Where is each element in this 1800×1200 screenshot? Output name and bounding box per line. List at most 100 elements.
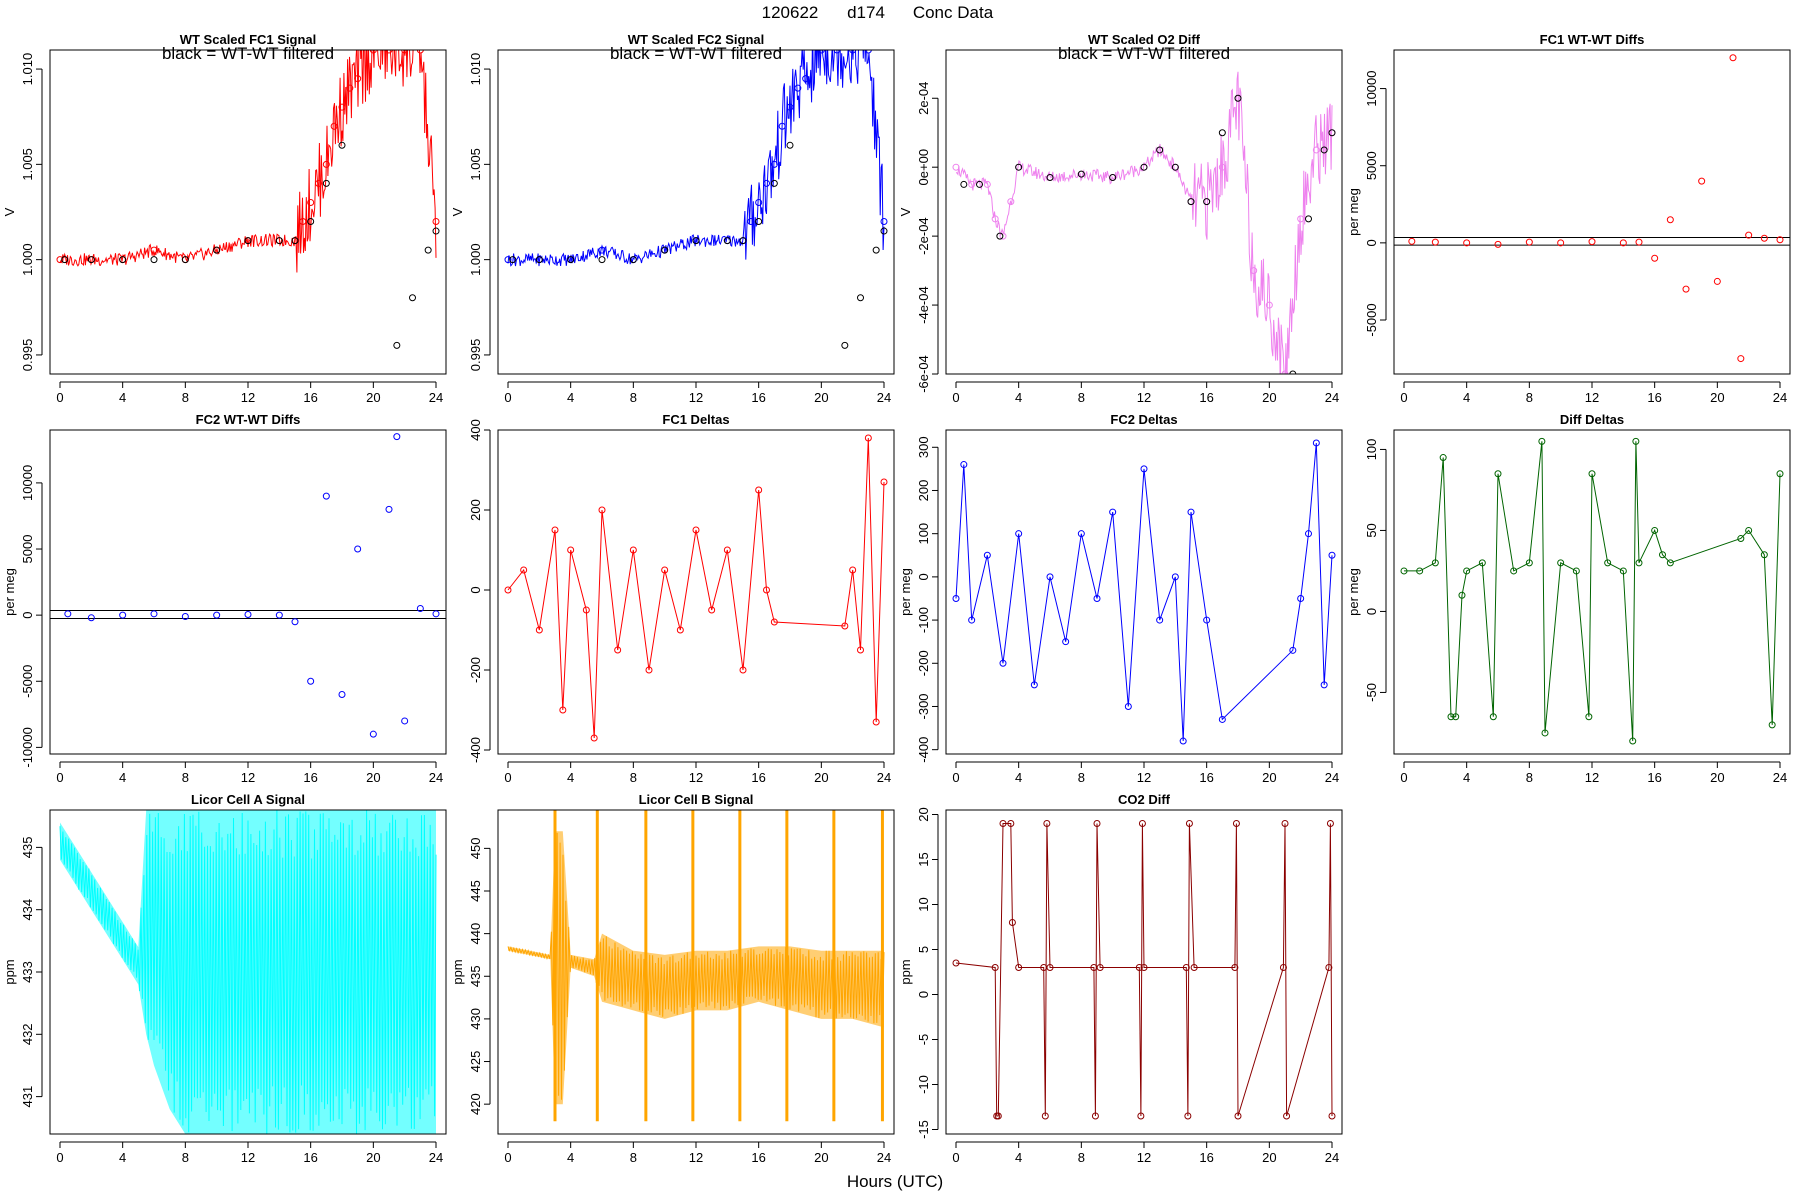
x-tick-label: 12: [689, 1150, 703, 1165]
data-point: [841, 622, 849, 630]
data-point: [1585, 713, 1593, 721]
data-point: [1250, 267, 1258, 275]
data-point: [1632, 437, 1640, 445]
x-tick-label: 16: [303, 1150, 317, 1165]
filtered-point: [322, 179, 330, 187]
data-point: [833, 50, 841, 54]
y-tick-label: 431: [20, 1086, 35, 1108]
data-point: [778, 122, 786, 130]
x-tick-label: 16: [751, 770, 765, 785]
data-point: [952, 163, 960, 171]
data-point: [794, 84, 802, 92]
x-tick-label: 20: [1710, 770, 1724, 785]
x-tick-label: 12: [241, 390, 255, 405]
y-tick-label: 0e+00: [916, 149, 931, 186]
y-tick-label: 5: [916, 946, 931, 953]
y-tick-label: 200: [468, 499, 483, 521]
y-tick-label: 425: [468, 1051, 483, 1073]
y-tick-label: 433: [20, 961, 35, 983]
data-point: [1557, 559, 1565, 567]
data-point: [849, 50, 857, 54]
y-tick-label: -300: [916, 693, 931, 719]
x-tick-label: 12: [689, 770, 703, 785]
filtered-point: [567, 256, 575, 264]
data-point: [991, 964, 999, 971]
y-tick-label: 435: [468, 965, 483, 987]
data-point: [1046, 573, 1054, 581]
filtered-point: [535, 256, 543, 264]
panel-title: WT Scaled O2 Diff: [1088, 32, 1201, 47]
y-tick-label: 435: [20, 837, 35, 859]
data-point: [582, 606, 590, 614]
data-point: [1043, 820, 1051, 827]
filtered-point: [509, 256, 517, 264]
y-axis: -10000 -5000 0 5000 10000 per meg: [2, 465, 43, 768]
panel-annotation: black = WT-WT filtered: [610, 44, 782, 63]
data-point: [1408, 237, 1416, 245]
data-point: [952, 594, 960, 602]
x-tick-label: 12: [241, 1150, 255, 1165]
data-point: [504, 586, 512, 594]
data-point: [864, 50, 872, 54]
series-line: [955, 823, 1333, 1117]
x-tick-label: 20: [1262, 770, 1276, 785]
y-tick-label: 430: [468, 1008, 483, 1030]
data-point: [416, 50, 424, 54]
x-tick-label: 4: [1015, 770, 1022, 785]
data-point: [1135, 964, 1143, 971]
data-point: [275, 611, 283, 619]
plot-area: [952, 820, 1336, 1120]
y-tick-label: 432: [20, 1023, 35, 1045]
plot-area: [504, 50, 888, 349]
data-point: [983, 180, 991, 188]
y-tick-label: 10: [916, 897, 931, 911]
title-date: 120622: [762, 3, 819, 22]
x-tick-label: 8: [1078, 770, 1085, 785]
x-tick-label: 24: [1325, 770, 1339, 785]
x-tick-label: 12: [1137, 390, 1151, 405]
x-tick-label: 24: [429, 1150, 443, 1165]
data-point: [1588, 238, 1596, 246]
filtered-point: [1109, 174, 1117, 182]
data-point: [385, 50, 393, 54]
x-tick-label: 16: [751, 1150, 765, 1165]
x-tick-label: 4: [1015, 1150, 1022, 1165]
filtered-point: [393, 341, 401, 349]
x-axis: 0 4 8 12 16 20 24: [952, 381, 1339, 405]
filtered-point: [181, 256, 189, 264]
filtered-point: [960, 180, 968, 188]
y-axis-label: per meg: [1346, 568, 1361, 616]
filtered-point: [432, 227, 440, 235]
data-point: [1458, 591, 1466, 599]
filtered-point: [1140, 163, 1148, 171]
data-point: [1046, 964, 1054, 971]
data-point: [551, 526, 559, 534]
data-point: [1463, 567, 1471, 575]
data-point: [645, 666, 653, 674]
series-trace: [507, 832, 885, 1100]
panel-fc1wtwt: FC1 WT-WT Diffs 0 4 8 12 16 20 24 -5000 0 5000 1000…: [1346, 32, 1791, 405]
data-point: [1326, 820, 1334, 827]
data-point: [629, 546, 637, 554]
panel-frame: [49, 429, 447, 755]
x-tick-label: 24: [877, 1150, 891, 1165]
y-axis-label: V: [2, 207, 17, 216]
x-tick-label: 4: [1463, 390, 1470, 405]
y-tick-label: 100: [1364, 439, 1379, 461]
data-point: [763, 179, 770, 187]
data-point: [994, 1112, 1002, 1120]
y-axis-label: per meg: [898, 568, 913, 616]
data-point: [1713, 277, 1721, 285]
filtered-point: [872, 246, 880, 254]
filtered-point: [692, 237, 700, 245]
data-point: [1179, 737, 1187, 745]
data-point: [880, 218, 888, 226]
data-point: [1140, 964, 1148, 971]
data-point: [999, 820, 1007, 827]
y-tick-label: -10: [916, 1075, 931, 1094]
data-point: [1093, 820, 1101, 827]
data-point: [1187, 508, 1195, 516]
